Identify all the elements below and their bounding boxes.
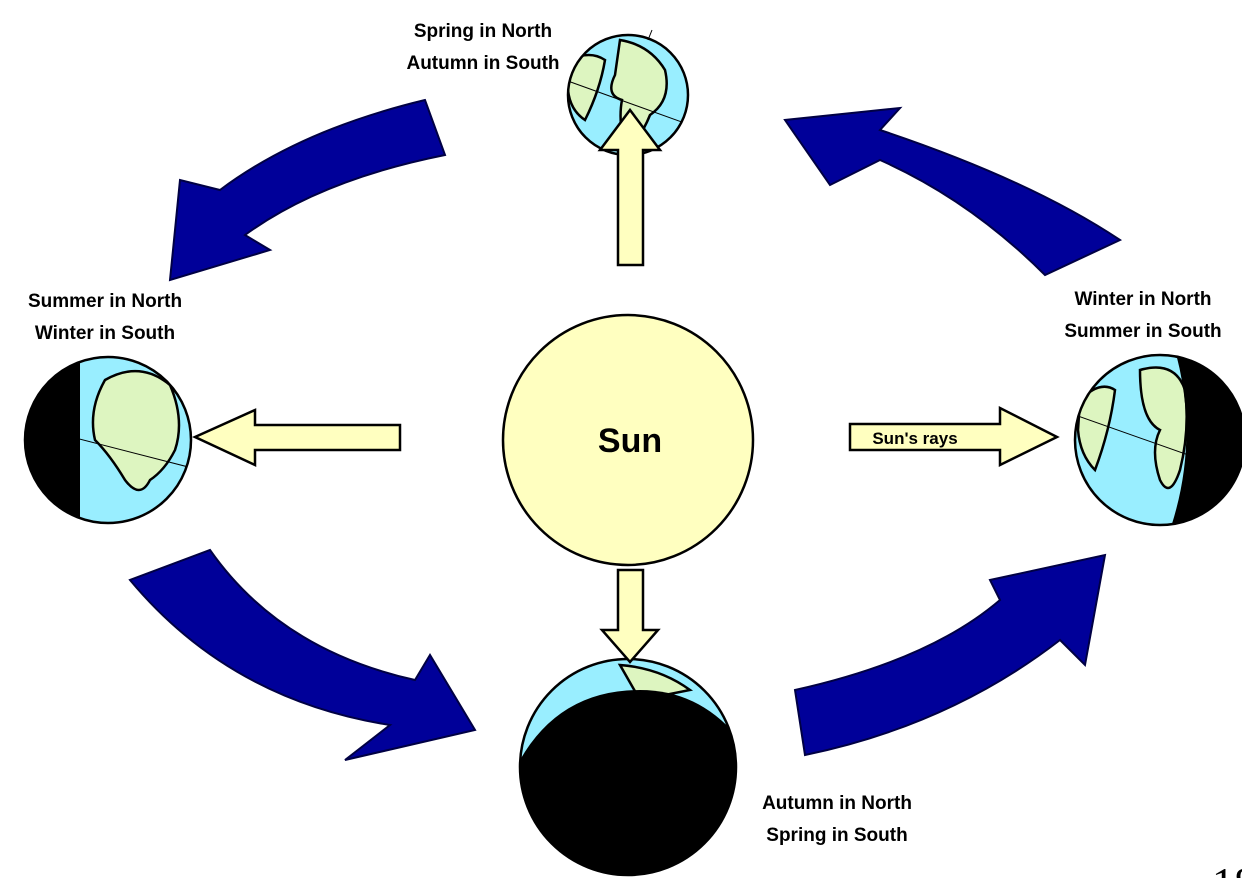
season-south: Autumn in South [406, 53, 559, 74]
season-south: Summer in South [1064, 321, 1221, 342]
season-north: Summer in North [28, 291, 182, 312]
sun-ray-arrow [191, 408, 402, 467]
sun-label: Sun [598, 422, 662, 460]
page-number: 18 [1212, 859, 1242, 878]
earth-globe [23, 355, 193, 525]
orbit-arrow [168, 98, 447, 282]
earth-globe [1073, 353, 1242, 527]
rays-label: Sun's rays [872, 429, 957, 448]
sun-ray-arrow [597, 107, 663, 267]
season-south: Spring in South [766, 825, 907, 846]
sun-ray-arrow [599, 568, 661, 664]
earth-globe [518, 657, 738, 877]
sun-ray-arrow [848, 405, 1060, 468]
sun [501, 313, 755, 567]
season-south: Winter in South [35, 323, 175, 344]
season-north: Autumn in North [762, 793, 912, 814]
orbit-arrow [128, 548, 477, 761]
orbit-arrow [783, 106, 1123, 277]
orbit-arrow [793, 553, 1107, 757]
season-north: Winter in North [1074, 289, 1211, 310]
season-north: Spring in North [414, 21, 552, 42]
